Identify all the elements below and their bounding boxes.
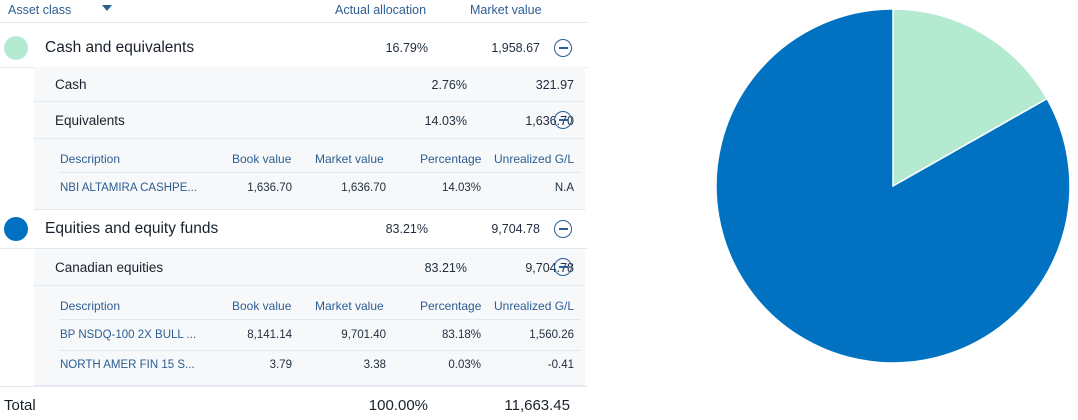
- pie-slice-cash-and-equivalents[interactable]: [892, 8, 1048, 188]
- col-book-value: Book value: [232, 152, 292, 166]
- group-market-value: 9,704.78: [491, 222, 540, 236]
- asset-allocation-table: Asset class Actual allocation Market val…: [0, 0, 588, 420]
- group-row-equities: Equities and equity funds 83.21% 9,704.7…: [0, 210, 588, 249]
- group-allocation: 16.79%: [385, 41, 428, 55]
- holding-description-link[interactable]: BP NSDQ-100 2X BULL ...: [60, 329, 197, 341]
- collapse-icon[interactable]: [554, 220, 572, 238]
- collapse-icon[interactable]: [554, 39, 572, 57]
- holdings-table-canadian-equities: Description Book value Market value Perc…: [34, 286, 585, 386]
- col-description: Description: [60, 299, 121, 313]
- allocation-pie-chart: [715, 8, 1071, 364]
- total-row: Total 100.00% 11,663.45: [0, 386, 588, 420]
- subgroup-market-value: 321.97: [535, 78, 574, 92]
- subgroup-allocation: 2.76%: [431, 78, 467, 92]
- holding-market-value: 1,636.70: [341, 182, 386, 194]
- holding-book-value: 1,636.70: [247, 182, 292, 194]
- equities-color-dot: [4, 217, 28, 241]
- total-market-value: 11,663.45: [504, 397, 570, 414]
- collapse-icon[interactable]: [554, 258, 572, 276]
- holding-unrealized-gl: -0.41: [547, 359, 574, 371]
- total-label: Total: [4, 397, 36, 414]
- actual-allocation-header[interactable]: Actual allocation: [335, 3, 427, 17]
- subgroup-row-canadian-equities: Canadian equities 83.21% 9,704.78: [34, 249, 585, 286]
- holding-unrealized-gl: N.A: [554, 182, 574, 194]
- subgroup-row-cash: Cash 2.76% 321.97: [34, 67, 585, 102]
- group-name: Equities and equity funds: [45, 220, 219, 237]
- chevron-down-icon[interactable]: [102, 5, 112, 11]
- divider: [60, 350, 580, 351]
- divider: [60, 319, 580, 320]
- col-unrealized-gl: Unrealized G/L: [494, 299, 575, 313]
- holding-description-link[interactable]: NORTH AMER FIN 15 S...: [60, 359, 195, 371]
- holding-percentage: 83.18%: [441, 329, 481, 341]
- subgroup-name: Cash: [55, 77, 87, 92]
- holding-percentage: 14.03%: [441, 182, 481, 194]
- col-percentage: Percentage: [420, 152, 482, 166]
- pie-slice-equities-and-equity-funds[interactable]: [715, 8, 1071, 364]
- group-name: Cash and equivalents: [45, 39, 195, 56]
- total-allocation: 100.00%: [368, 397, 428, 414]
- holding-market-value: 3.38: [363, 359, 386, 371]
- col-book-value: Book value: [232, 299, 292, 313]
- group-row-cash-and-equivalents: Cash and equivalents 16.79% 1,958.67: [0, 29, 588, 68]
- table-header: Asset class Actual allocation Market val…: [0, 0, 588, 23]
- subgroup-name: Canadian equities: [55, 260, 164, 275]
- holding-percentage: 0.03%: [448, 359, 481, 371]
- holding-unrealized-gl: 1,560.26: [529, 329, 574, 341]
- subgroup-row-equivalents: Equivalents 14.03% 1,636.70: [34, 102, 585, 139]
- asset-class-dropdown-label[interactable]: Asset class: [8, 3, 72, 17]
- col-unrealized-gl: Unrealized G/L: [494, 152, 575, 166]
- collapse-icon[interactable]: [554, 111, 572, 129]
- cash-color-dot: [4, 36, 28, 60]
- holding-book-value: 8,141.14: [247, 329, 292, 341]
- holding-market-value: 9,701.40: [341, 329, 386, 341]
- col-description: Description: [60, 152, 121, 166]
- col-percentage: Percentage: [420, 299, 482, 313]
- holding-description-link[interactable]: NBI ALTAMIRA CASHPE...: [60, 182, 197, 194]
- group-market-value: 1,958.67: [491, 41, 540, 55]
- divider: [60, 172, 580, 173]
- market-value-header[interactable]: Market value: [470, 3, 542, 17]
- holding-book-value: 3.79: [269, 359, 292, 371]
- col-market-value: Market value: [315, 152, 384, 166]
- subgroup-allocation: 83.21%: [424, 261, 467, 275]
- col-market-value: Market value: [315, 299, 384, 313]
- subgroup-name: Equivalents: [55, 113, 125, 128]
- subgroup-allocation: 14.03%: [424, 114, 467, 128]
- group-allocation: 83.21%: [385, 222, 428, 236]
- holdings-table-equivalents: Description Book value Market value Perc…: [34, 139, 585, 210]
